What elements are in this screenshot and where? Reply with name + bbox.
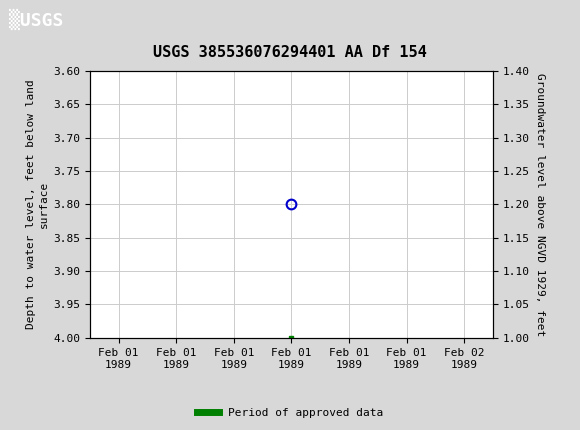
Y-axis label: Groundwater level above NGVD 1929, feet: Groundwater level above NGVD 1929, feet	[535, 73, 545, 336]
Text: ▒USGS: ▒USGS	[9, 9, 63, 31]
Legend: Period of approved data: Period of approved data	[193, 403, 387, 422]
Text: USGS 385536076294401 AA Df 154: USGS 385536076294401 AA Df 154	[153, 45, 427, 60]
Y-axis label: Depth to water level, feet below land
surface: Depth to water level, feet below land su…	[26, 80, 49, 329]
